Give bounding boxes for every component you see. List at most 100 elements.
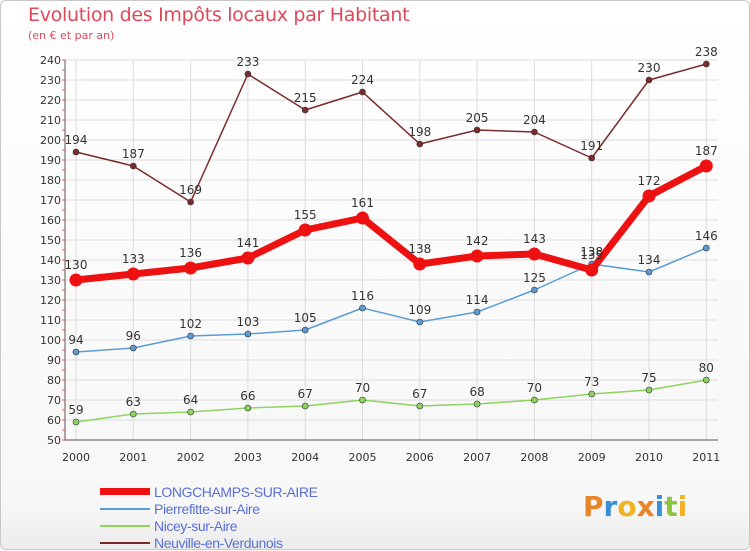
data-point-3 <box>473 126 481 134</box>
data-label: 141 <box>236 236 259 250</box>
data-point-0 <box>126 267 140 281</box>
data-label: 73 <box>584 375 599 389</box>
y-tick-label: 240 <box>40 54 61 67</box>
data-point-1 <box>187 332 194 340</box>
x-tick-label: 2000 <box>62 451 90 464</box>
y-tick-label: 210 <box>40 114 61 127</box>
x-tick-label: 2001 <box>119 451 147 464</box>
data-point-0 <box>184 261 198 275</box>
data-point-3 <box>645 76 653 84</box>
legend-label: Neuville-en-Verdunois <box>154 534 283 551</box>
y-tick-label: 170 <box>40 194 61 207</box>
data-point-0 <box>413 257 427 271</box>
data-label: 194 <box>65 133 88 147</box>
legend-swatch <box>100 488 150 495</box>
y-tick-label: 220 <box>40 94 61 107</box>
data-label: 138 <box>580 245 603 259</box>
data-label: 204 <box>523 113 546 127</box>
data-point-3 <box>244 70 252 78</box>
data-label: 70 <box>355 381 370 395</box>
data-point-2 <box>301 402 309 410</box>
data-point-1 <box>244 330 252 338</box>
logo-letter: t <box>664 490 678 523</box>
x-tick-label: 2006 <box>406 451 434 464</box>
data-point-3 <box>359 88 366 96</box>
y-tick-label: 160 <box>40 214 61 227</box>
data-label: 116 <box>351 289 374 303</box>
data-label: 146 <box>695 229 718 243</box>
data-point-1 <box>130 344 137 352</box>
data-label: 136 <box>179 246 202 260</box>
data-point-0 <box>470 249 484 263</box>
data-label: 80 <box>699 361 714 375</box>
y-tick-label: 70 <box>47 394 61 407</box>
data-label: 191 <box>580 139 603 153</box>
data-label: 64 <box>183 393 198 407</box>
series-line-3 <box>75 63 707 203</box>
data-point-2 <box>588 390 596 398</box>
data-label: 135 <box>580 248 603 262</box>
data-point-2 <box>416 402 424 410</box>
y-tick-label: 90 <box>47 354 61 367</box>
x-tick-label: 2005 <box>349 451 377 464</box>
y-tick-label: 140 <box>40 254 61 267</box>
y-tick-label: 50 <box>47 434 61 447</box>
series-line-2 <box>75 379 707 423</box>
legend-swatch <box>100 541 150 544</box>
y-tick-label: 80 <box>47 374 61 387</box>
data-point-0 <box>699 159 713 173</box>
data-point-2 <box>473 400 481 408</box>
logo-letter: i <box>677 490 688 523</box>
data-label: 172 <box>638 174 661 188</box>
data-label: 94 <box>68 333 83 347</box>
data-point-1 <box>359 304 366 312</box>
y-tick-label: 180 <box>40 174 61 187</box>
logo-letter: x <box>636 490 655 523</box>
logo-letter: i <box>654 490 665 523</box>
legend-item: LONGCHAMPS-SUR-AIRE <box>100 483 318 500</box>
x-tick-label: 2010 <box>635 451 663 464</box>
x-tick-label: 2009 <box>578 451 606 464</box>
y-tick-label: 120 <box>40 294 61 307</box>
data-label: 114 <box>466 293 489 307</box>
data-point-1 <box>531 286 538 294</box>
legend-item: Pierrefitte-sur-Aire <box>100 500 318 517</box>
legend-label: LONGCHAMPS-SUR-AIRE <box>154 483 318 500</box>
chart-title: Evolution des Impôts locaux par Habitant <box>28 4 410 26</box>
data-point-1 <box>702 244 710 252</box>
data-point-0 <box>298 223 312 237</box>
data-point-0 <box>642 189 656 203</box>
data-label: 109 <box>408 303 431 317</box>
data-label: 187 <box>695 144 718 158</box>
data-label: 63 <box>126 395 141 409</box>
data-label: 187 <box>122 147 145 161</box>
data-label: 233 <box>236 55 259 69</box>
data-point-3 <box>702 60 710 68</box>
logo-letter: o <box>617 490 637 523</box>
data-label: 155 <box>294 208 317 222</box>
x-tick-label: 2004 <box>291 451 319 464</box>
y-tick-label: 110 <box>40 314 61 327</box>
x-tick-label: 2002 <box>177 451 205 464</box>
y-tick-label: 190 <box>40 154 61 167</box>
data-point-0 <box>527 247 541 261</box>
data-point-3 <box>130 162 137 170</box>
data-label: 103 <box>236 315 259 329</box>
data-label: 133 <box>122 252 145 266</box>
legend-label: Nicey-sur-Aire <box>154 517 238 534</box>
data-point-3 <box>588 154 596 162</box>
data-point-0 <box>69 273 83 287</box>
data-point-3 <box>301 106 309 114</box>
y-tick-label: 130 <box>40 274 61 287</box>
legend-swatch <box>100 524 150 527</box>
chart-legend: LONGCHAMPS-SUR-AIRE Pierrefitte-sur-Aire N… <box>100 483 318 551</box>
data-label: 125 <box>523 271 546 285</box>
data-label: 102 <box>179 317 202 331</box>
data-point-2 <box>130 410 137 418</box>
data-label: 198 <box>408 125 431 139</box>
y-tick-label: 230 <box>40 74 61 87</box>
x-tick-label: 2007 <box>463 451 491 464</box>
x-tick-label: 2003 <box>234 451 262 464</box>
y-tick-label: 60 <box>47 414 61 427</box>
